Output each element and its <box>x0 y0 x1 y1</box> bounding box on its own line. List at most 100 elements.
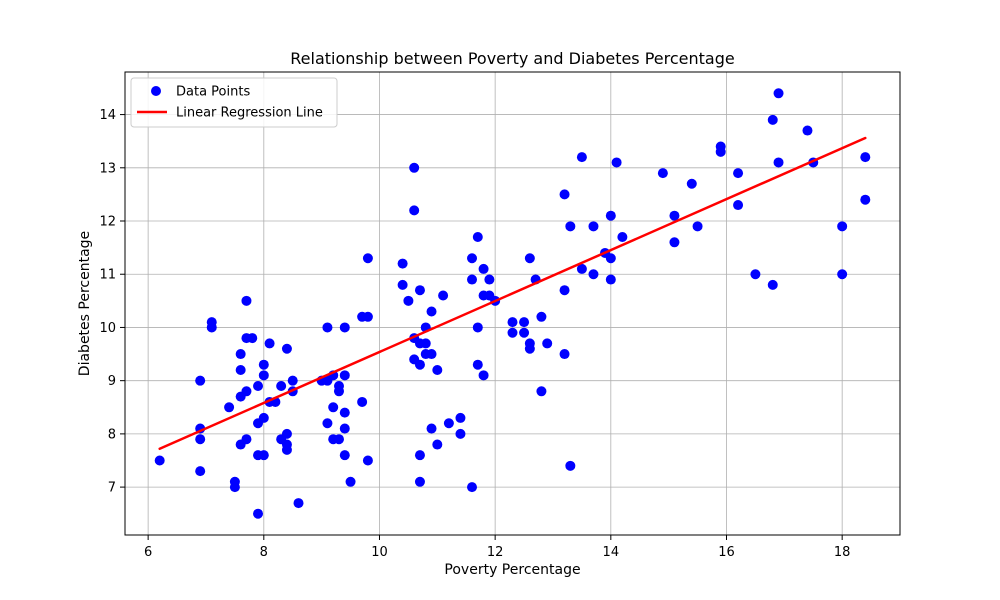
data-point <box>750 269 761 280</box>
data-point <box>611 157 622 168</box>
data-point <box>860 152 871 163</box>
data-point <box>576 263 587 274</box>
data-point <box>247 333 258 344</box>
data-point <box>443 418 454 429</box>
data-point <box>206 322 217 333</box>
x-tick-label: 16 <box>718 545 735 560</box>
data-point <box>472 231 483 242</box>
data-point <box>235 365 246 376</box>
data-point <box>264 338 275 349</box>
data-point <box>733 168 744 179</box>
data-point <box>258 412 269 423</box>
y-tick-label: 9 <box>108 374 116 389</box>
data-point <box>605 210 616 221</box>
data-point <box>229 482 240 493</box>
data-point <box>426 306 437 317</box>
data-point <box>258 450 269 461</box>
data-point <box>195 434 206 445</box>
axis-ticks: 6 8 10 12 14 16 18 7 8 9 10 11 12 13 14 <box>99 108 850 560</box>
grid-lines <box>125 72 900 535</box>
data-point <box>414 450 425 461</box>
data-point <box>241 295 252 306</box>
data-point <box>258 370 269 381</box>
data-point <box>362 311 373 322</box>
data-point <box>414 476 425 487</box>
data-point <box>339 450 350 461</box>
data-point <box>357 396 368 407</box>
plot-frame <box>124 71 901 536</box>
data-point <box>588 269 599 280</box>
data-point <box>281 444 292 455</box>
data-point <box>455 428 466 439</box>
y-axis-label: Diabetes Percentage <box>77 231 93 376</box>
data-point <box>542 338 553 349</box>
data-point <box>576 152 587 163</box>
data-point <box>524 343 535 354</box>
data-point <box>767 114 778 125</box>
x-tick-label: 18 <box>834 545 851 560</box>
data-point <box>287 375 298 386</box>
data-point <box>669 237 680 248</box>
data-point <box>397 279 408 290</box>
data-point <box>420 338 431 349</box>
data-point <box>617 231 628 242</box>
data-point <box>472 322 483 333</box>
y-tick-label: 12 <box>99 215 116 230</box>
data-point <box>565 221 576 232</box>
y-tick-label: 11 <box>99 268 116 283</box>
legend-label-data-points: Data Points <box>176 85 250 100</box>
data-point <box>472 359 483 370</box>
data-point <box>258 359 269 370</box>
data-point <box>536 386 547 397</box>
data-point <box>715 146 726 157</box>
data-point <box>524 253 535 264</box>
data-point <box>467 482 478 493</box>
data-point <box>478 263 489 274</box>
data-point <box>328 402 339 413</box>
plot-data <box>154 88 871 519</box>
data-point <box>362 253 373 264</box>
data-point <box>241 386 252 397</box>
legend-label-regression-line: Linear Regression Line <box>176 106 323 121</box>
data-point <box>733 200 744 211</box>
data-point <box>467 253 478 264</box>
data-point <box>426 349 437 360</box>
data-point <box>345 476 356 487</box>
data-point <box>339 423 350 434</box>
data-point <box>414 285 425 296</box>
data-point <box>281 343 292 354</box>
data-point <box>565 460 576 471</box>
chart-title: Relationship between Poverty and Diabete… <box>290 49 734 68</box>
data-point <box>484 274 495 285</box>
data-point <box>397 258 408 269</box>
data-point <box>559 349 570 360</box>
data-point <box>773 88 784 99</box>
y-tick-label: 8 <box>108 427 116 442</box>
data-point <box>281 428 292 439</box>
data-point <box>409 162 420 173</box>
data-point <box>438 290 449 301</box>
data-point <box>837 221 848 232</box>
y-tick-label: 14 <box>99 108 116 123</box>
data-point <box>409 205 420 216</box>
data-point <box>339 407 350 418</box>
data-point <box>478 370 489 381</box>
x-tick-label: 14 <box>603 545 620 560</box>
data-point <box>426 423 437 434</box>
data-point <box>559 285 570 296</box>
data-point <box>333 386 344 397</box>
data-point <box>362 455 373 466</box>
data-point <box>669 210 680 221</box>
y-tick-label: 7 <box>108 481 116 496</box>
data-point <box>195 375 206 386</box>
data-point <box>154 455 165 466</box>
data-point <box>339 322 350 333</box>
regression-line <box>158 136 867 451</box>
data-point <box>767 279 778 290</box>
data-point <box>605 253 616 264</box>
data-point <box>195 466 206 477</box>
data-point <box>507 317 518 328</box>
data-point <box>605 274 616 285</box>
x-tick-label: 8 <box>260 545 268 560</box>
data-point <box>519 327 530 338</box>
